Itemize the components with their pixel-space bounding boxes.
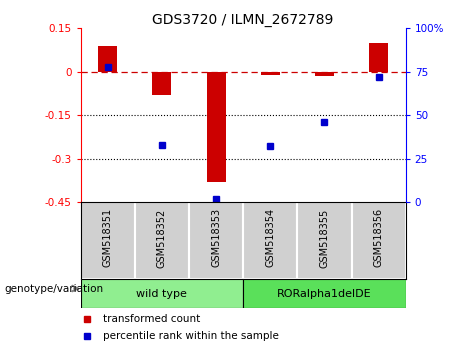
Text: RORalpha1delDE: RORalpha1delDE [277,289,372,299]
Text: wild type: wild type [136,289,187,299]
FancyBboxPatch shape [297,202,352,279]
FancyBboxPatch shape [81,279,243,308]
FancyBboxPatch shape [243,202,297,279]
Bar [261,72,280,75]
Text: GSM518356: GSM518356 [373,208,384,267]
Text: GSM518351: GSM518351 [103,208,113,267]
Bar [315,72,334,76]
FancyBboxPatch shape [189,202,243,279]
Title: GDS3720 / ILMN_2672789: GDS3720 / ILMN_2672789 [153,13,334,27]
Text: genotype/variation: genotype/variation [5,284,104,293]
Bar [98,46,117,72]
Bar [207,72,225,182]
Bar [153,72,171,95]
FancyBboxPatch shape [135,202,189,279]
Text: GSM518354: GSM518354 [265,208,275,267]
Text: GSM518352: GSM518352 [157,208,167,268]
FancyBboxPatch shape [81,202,135,279]
Text: GSM518353: GSM518353 [211,208,221,267]
FancyBboxPatch shape [352,202,406,279]
FancyBboxPatch shape [243,279,406,308]
Text: GSM518355: GSM518355 [319,208,330,268]
Text: transformed count: transformed count [103,314,201,324]
Text: percentile rank within the sample: percentile rank within the sample [103,331,279,341]
Bar [369,43,388,72]
